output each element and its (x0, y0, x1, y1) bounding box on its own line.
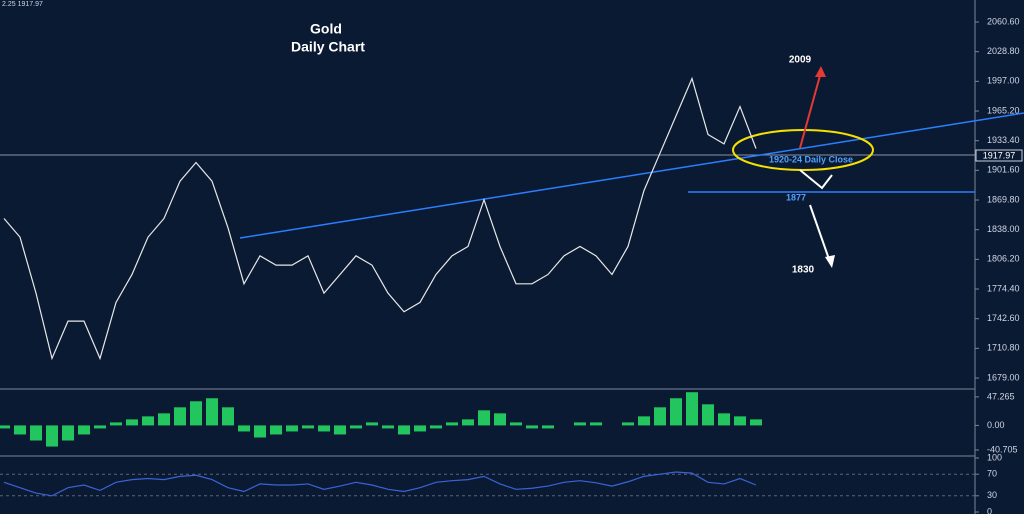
y-tick-label: 0.00 (987, 420, 1005, 430)
histogram-bar (398, 425, 410, 435)
arrow-bounce (799, 169, 833, 190)
y-tick-label: -40.705 (987, 444, 1018, 454)
histogram-bar (30, 425, 42, 441)
y-tick-label: 1838.00 (987, 224, 1020, 234)
histogram-bar (382, 425, 394, 429)
histogram-bar (318, 425, 330, 432)
histogram-bar (254, 425, 266, 438)
histogram-bar (622, 422, 634, 426)
histogram-bar (734, 416, 746, 426)
y-tick-label: 1997.00 (987, 76, 1020, 86)
histogram-bar (526, 425, 538, 429)
histogram-bar (78, 425, 90, 435)
histogram-bar (638, 416, 650, 426)
histogram-bar (494, 413, 506, 426)
highlight-ellipse (732, 129, 874, 171)
chart-subtitle: Daily Chart (291, 39, 365, 55)
y-tick-label: 1933.40 (987, 135, 1020, 145)
histogram-bar (14, 425, 26, 435)
histogram-bar (110, 422, 122, 426)
histogram-bar (238, 425, 250, 432)
y-tick-label: 0 (987, 506, 992, 514)
histogram-bar (750, 419, 762, 426)
y-tick-label: 100 (987, 452, 1002, 462)
histogram-bar (0, 425, 10, 429)
histogram-bar (334, 425, 346, 435)
last-price-box (975, 149, 1023, 162)
histogram-bar (686, 392, 698, 426)
y-tick-label: 30 (987, 490, 997, 500)
price-line (3, 471, 757, 497)
histogram-bar (94, 425, 106, 429)
histogram-bar (670, 398, 682, 426)
histogram-bar (478, 410, 490, 426)
histogram-bar (286, 425, 298, 432)
y-tick-label: 1774.40 (987, 283, 1020, 293)
histogram-bar (46, 425, 58, 447)
y-tick-label: 1742.60 (987, 313, 1020, 323)
header: 2.25 1917.97 (2, 1, 43, 8)
histogram-bar (222, 407, 234, 426)
y-tick-label: 1679.00 (987, 372, 1020, 382)
last-price: 1917.97 (983, 150, 1016, 160)
histogram-bar (158, 413, 170, 426)
histogram-bar (142, 416, 154, 426)
y-tick-label: 1710.80 (987, 343, 1020, 353)
annotation: 1830 (792, 265, 815, 276)
y-tick-label: 70 (987, 469, 997, 479)
y-tick-label: 2060.60 (987, 16, 1020, 26)
annotation: 1920-24 Daily Close (769, 154, 853, 164)
histogram-bar (590, 422, 602, 426)
histogram-bar (174, 407, 186, 426)
y-tick-label: 2028.80 (987, 46, 1020, 56)
histogram-bar (62, 425, 74, 441)
histogram-bar (126, 419, 138, 426)
histogram-bar (414, 425, 426, 432)
chart-title: Gold (310, 21, 342, 37)
histogram-bar (350, 425, 362, 429)
histogram-bar (190, 401, 202, 426)
histogram-bar (302, 425, 314, 429)
histogram-bar (462, 419, 474, 426)
histogram-bar (574, 422, 586, 426)
annotation: 1877 (786, 192, 806, 202)
histogram-bar (654, 407, 666, 426)
y-tick-label: 1901.60 (987, 165, 1020, 175)
histogram-bar (206, 398, 218, 426)
histogram-bar (366, 422, 378, 426)
y-tick-label: 1806.20 (987, 254, 1020, 264)
histogram-bar (718, 413, 730, 426)
y-tick-label: 1965.20 (987, 105, 1020, 115)
arrow-up (799, 71, 822, 149)
y-tick-label: 47.265 (987, 391, 1015, 401)
annotation: 2009 (789, 55, 812, 66)
histogram-bar (702, 404, 714, 426)
price-line (3, 76, 757, 361)
arrow-head (825, 255, 835, 268)
histogram-bar (430, 425, 442, 429)
arrow-down (809, 204, 831, 263)
histogram-bar (270, 425, 282, 435)
trendline (239, 112, 1024, 239)
histogram-bar (510, 422, 522, 426)
histogram-bar (542, 425, 554, 429)
y-tick-label: 1869.80 (987, 194, 1020, 204)
histogram-bar (446, 422, 458, 426)
arrow-head (815, 66, 826, 77)
